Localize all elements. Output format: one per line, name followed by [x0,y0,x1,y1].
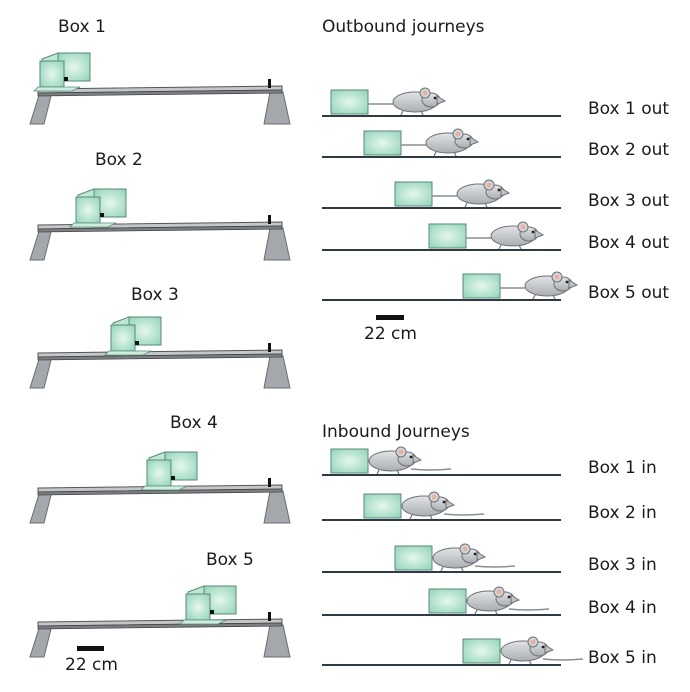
goal-box [330,448,369,474]
track-support [29,490,53,524]
inbound-row: Box 4 in [322,586,657,618]
outbound-row: Box 2 out [322,128,669,160]
mouse [432,543,516,572]
apparatus-3: Box 3 [29,285,291,389]
inbound-row-label: Box 5 in [588,648,657,668]
goal-box [428,223,467,249]
inbound-row-label: Box 2 in [588,503,657,523]
track-support [29,227,53,261]
track-support [263,355,291,389]
mouse [500,636,584,665]
track-end-post [268,612,271,621]
outbound-row-label: Box 5 out [588,283,669,303]
mouse [368,446,452,475]
outbound-scale-label: 22 cm [364,324,417,344]
goal-box [363,493,402,519]
mouse [401,491,485,520]
track-support [263,227,291,261]
left-scale-label: 22 cm [65,655,118,675]
outbound-row: Box 3 out [322,179,669,211]
outbound-row: Box 5 out [322,271,669,303]
inbound-heading: Inbound Journeys [322,422,470,442]
track-support [29,624,53,658]
track-end-post [268,478,271,487]
goal-box [330,89,369,115]
inbound-row: Box 5 in [322,636,657,668]
outbound-scale-bar [376,315,404,320]
apparatus-4: Box 4 [29,413,291,524]
goal-box [185,593,211,621]
track-support [263,91,291,125]
mouse [466,586,550,615]
outbound-row: Box 1 out [322,87,669,119]
apparatus-label: Box 3 [131,285,179,305]
mouse [490,221,545,250]
track-support [263,490,291,524]
goal-box [462,273,501,299]
goal-box [394,181,433,207]
goal-box [363,130,402,156]
inbound-row: Box 1 in [322,446,657,478]
mouse [524,271,579,300]
goal-box [462,638,501,664]
track-support [263,624,291,658]
goal-box [146,459,172,487]
inbound-row-label: Box 4 in [588,598,657,618]
goal-box [394,545,433,571]
apparatus-label: Box 1 [58,17,106,37]
inbound-row-label: Box 3 in [588,555,657,575]
left-scale: 22 cm [65,646,118,675]
track-support [29,91,53,125]
apparatus-label: Box 5 [206,550,254,570]
track-end-post [268,215,271,224]
outbound-row-label: Box 2 out [588,140,669,160]
goal-box [428,588,467,614]
apparatus-label: Box 2 [95,150,143,170]
goal-box [39,60,65,88]
apparatus-2: Box 2 [29,150,291,261]
track-support [29,355,53,389]
inbound-row-label: Box 1 in [588,458,657,478]
inbound-row: Box 2 in [322,491,657,523]
outbound-heading: Outbound journeys [322,17,485,37]
mouse [392,87,447,116]
goal-box [110,324,136,352]
outbound-row-label: Box 3 out [588,191,669,211]
outbound-row: Box 4 out [322,221,669,253]
outbound-row-label: Box 4 out [588,233,669,253]
mouse [456,179,511,208]
inbound-journeys: Box 1 in Box 2 in Box 3 in Box 4 in Box 5 in [322,446,657,668]
left-scale-bar [77,646,104,651]
outbound-row-label: Box 1 out [588,99,669,119]
apparatus-5: Box 5 [29,550,291,658]
apparatus-1: Box 1 [29,17,291,125]
mouse [425,128,480,157]
inbound-row: Box 3 in [322,543,657,575]
outbound-journeys: Box 1 out Box 2 out Box 3 out Box 4 out Box … [322,87,669,303]
track-end-post [268,343,271,352]
goal-box [75,196,101,224]
apparatus-label: Box 4 [170,413,218,433]
track-end-post [268,79,271,88]
apparatus-panel: Box 1 Box 2 Box 3 Box 4 Box 5 22 cm [29,17,291,675]
